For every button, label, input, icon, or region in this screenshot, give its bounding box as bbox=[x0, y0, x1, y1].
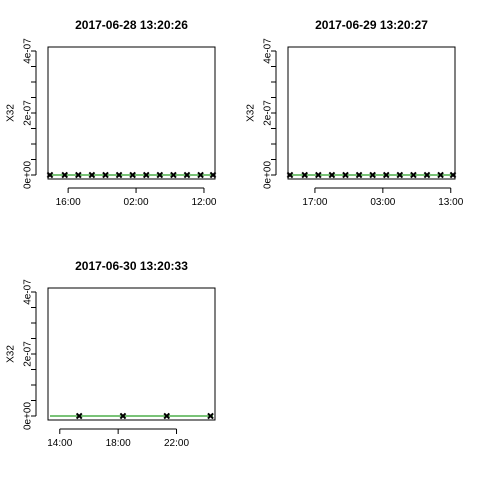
y-axis-label: X32 bbox=[246, 104, 257, 122]
x-tick-label: 14:00 bbox=[47, 438, 72, 449]
chart-title: 2017-06-29 13:20:27 bbox=[315, 18, 428, 32]
x-tick-label: 03:00 bbox=[370, 197, 395, 208]
y-axis-label: X32 bbox=[6, 104, 17, 122]
chart-title: 2017-06-28 13:20:26 bbox=[75, 18, 188, 32]
chart-panel-2: 2017-06-29 13:20:270e+002e-074e-07X3217:… bbox=[246, 18, 464, 208]
plot-frame bbox=[48, 47, 215, 179]
x-tick-label: 02:00 bbox=[124, 197, 149, 208]
x-tick-label: 17:00 bbox=[302, 197, 327, 208]
chart-panel-1: 2017-06-28 13:20:260e+002e-074e-07X3216:… bbox=[6, 18, 217, 208]
chart-title: 2017-06-30 13:20:33 bbox=[75, 259, 188, 273]
chart-panel-3: 2017-06-30 13:20:330e+002e-074e-07X3214:… bbox=[6, 259, 216, 449]
x-tick-label: 18:00 bbox=[106, 438, 131, 449]
y-axis-label: X32 bbox=[6, 345, 17, 363]
x-tick-label: 22:00 bbox=[164, 438, 189, 449]
plot-frame bbox=[288, 47, 455, 179]
x-tick-label: 13:00 bbox=[438, 197, 463, 208]
x-tick-label: 12:00 bbox=[191, 197, 216, 208]
plot-frame bbox=[48, 288, 215, 420]
x-tick-label: 16:00 bbox=[56, 197, 81, 208]
